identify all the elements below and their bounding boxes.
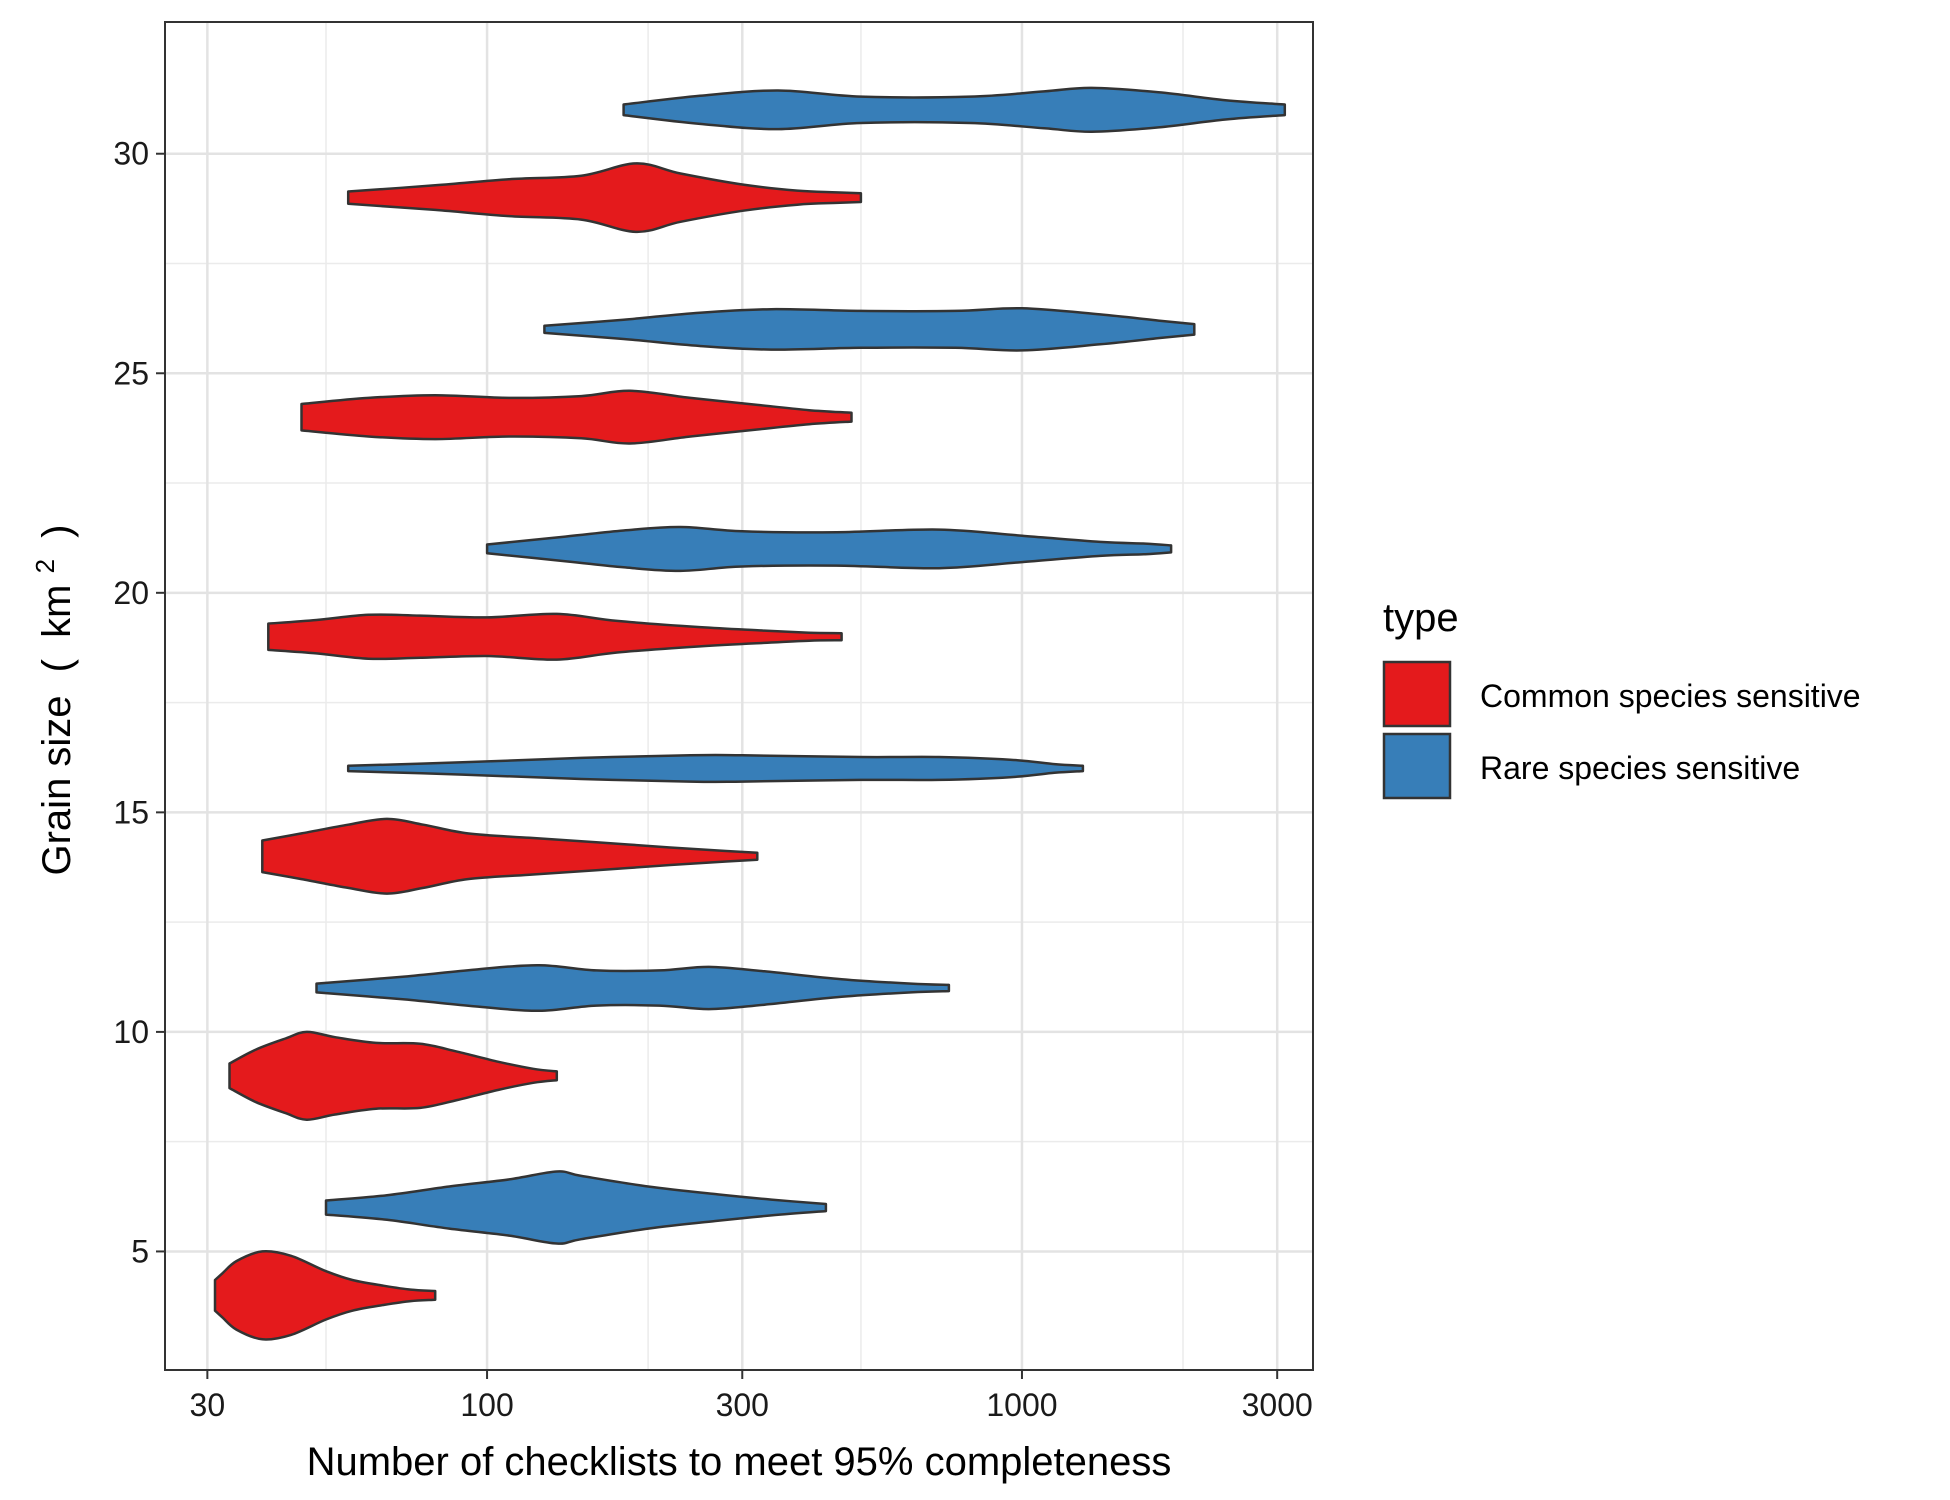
y-axis-unit-base: km [35,585,79,638]
gridlines [165,22,1313,1370]
y-axis-unit-superscript: 2 [30,559,60,573]
y-tick-label: 20 [113,575,149,611]
y-tick-label: 15 [113,794,149,830]
violin-grain-19 [267,612,843,661]
legend-key-rare [1382,732,1452,800]
y-tick-label: 5 [131,1233,149,1269]
x-axis-title: Number of checklists to meet 95% complet… [307,1440,1172,1484]
violin-grain-26 [543,306,1196,352]
x-tick-label: 1000 [986,1387,1057,1423]
legend: type Common species sensitive Rare speci… [1382,596,1861,800]
violin-grain-14 [261,817,759,895]
legend-title: type [1383,596,1459,640]
violin-grain-9 [228,1030,559,1121]
y-axis-title-text: Grain size [35,695,79,875]
panel-border [164,21,1314,1371]
legend-label-rare: Rare species sensitive [1480,750,1800,786]
violin-grain-21 [485,525,1173,573]
violin-grain-16 [346,753,1085,784]
panel-background [165,22,1313,1370]
y-tick-label: 10 [113,1014,149,1050]
legend-label-common: Common species sensitive [1480,678,1861,714]
y-tick-label: 30 [113,136,149,172]
x-tick-label: 100 [460,1387,513,1423]
violin-grain-31 [622,86,1287,134]
legend-key-common [1382,660,1452,728]
violins [213,86,1287,1341]
y-axis-unit-open: ( [35,658,79,672]
violin-grain-6 [324,1170,828,1245]
violin-grain-24 [300,389,853,445]
violin-grain-11 [315,963,951,1013]
x-tick-label: 300 [716,1387,769,1423]
axes: 30 100 300 1000 3000 5 10 15 20 25 30 [113,136,1312,1423]
y-tick-label: 25 [113,355,149,391]
y-axis-title: Grain size ( km 2 ) [19,524,79,875]
violin-grain-4 [213,1249,437,1341]
violin-grain-29 [346,162,863,234]
x-tick-label: 3000 [1242,1387,1313,1423]
x-tick-label: 30 [190,1387,226,1423]
y-axis-unit-close: ) [35,524,79,537]
